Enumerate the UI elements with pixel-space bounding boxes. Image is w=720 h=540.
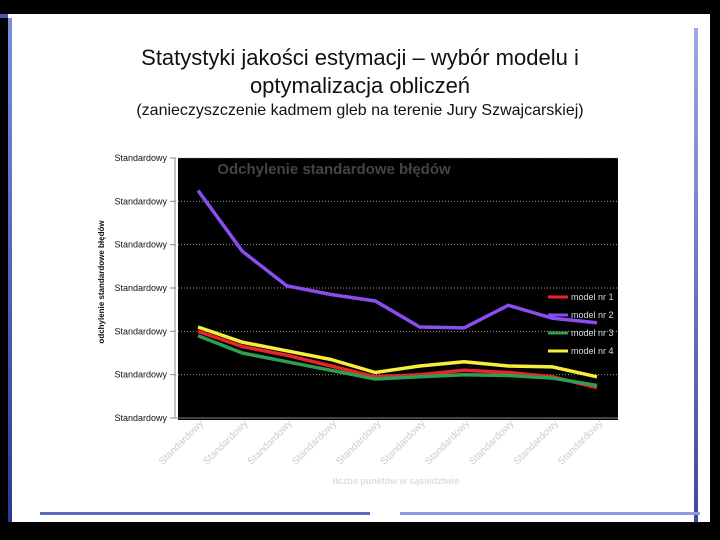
x-tick-label: Standardowy (379, 418, 428, 467)
y-tick-label: Standardowy (114, 153, 167, 163)
x-tick-label: Standardowy (201, 418, 250, 467)
slide-subtitle: (zanieczyszczenie kadmem gleb na terenie… (136, 102, 584, 119)
series-line-2 (196, 189, 598, 330)
y-tick-label: Standardowy (114, 370, 167, 380)
slide-title: Statystyki jakości estymacji – wybór mod… (141, 45, 579, 98)
x-tick-label: Standardowy (467, 418, 516, 467)
decor-bar-bottom-right (400, 512, 700, 515)
y-tick-label: Standardowy (114, 413, 167, 423)
y-axis-title: odchylenie standardowe błędów (97, 220, 106, 344)
decor-bar-bottom-left (40, 512, 370, 515)
x-axis-title: liczba punktów w sąsiedztwie (333, 476, 460, 486)
series-line-1 (197, 329, 598, 390)
decor-bar-left (8, 18, 12, 522)
chart-title: Odchylenie standardowe błędów (217, 161, 451, 178)
y-tick-label: Standardowy (114, 196, 167, 206)
y-tick-label: Standardowy (114, 283, 167, 293)
legend-label-1: model nr 1 (571, 292, 614, 302)
x-tick-label: Standardowy (290, 418, 339, 467)
plot-area (178, 158, 618, 420)
series-line-4 (197, 325, 598, 379)
decor-bar-right (694, 28, 698, 522)
y-tick-label: Standardowy (114, 240, 167, 250)
legend-label-4: model nr 4 (571, 346, 614, 356)
x-tick-label: Standardowy (246, 418, 295, 467)
x-tick-label: Standardowy (157, 418, 206, 467)
x-tick-label: Standardowy (556, 418, 605, 467)
x-tick-label: Standardowy (334, 418, 383, 467)
y-tick-label: Standardowy (114, 326, 167, 336)
x-tick-label: Standardowy (423, 418, 472, 467)
x-tick-label: Standardowy (512, 418, 561, 467)
legend-label-3: model nr 3 (571, 328, 614, 338)
series-line-3 (197, 334, 598, 388)
legend-label-2: model nr 2 (571, 310, 614, 320)
